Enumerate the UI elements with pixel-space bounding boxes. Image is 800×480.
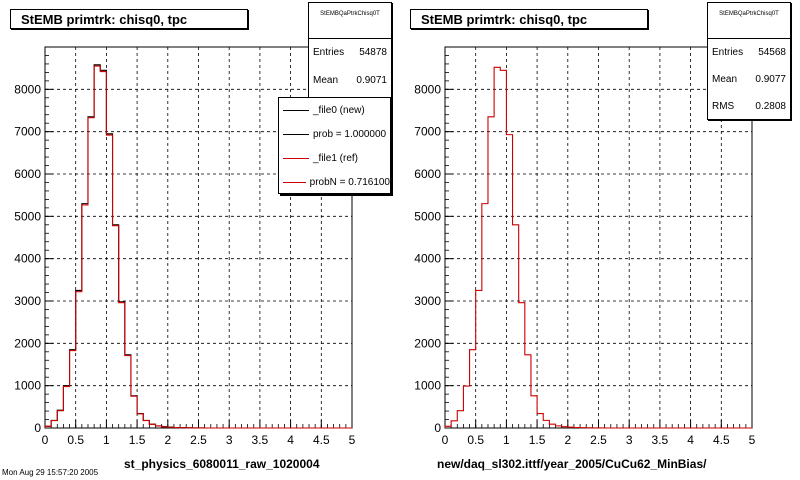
left-x-tick-label: 0: [42, 433, 49, 447]
left-x-tick-label: 1.5: [129, 433, 146, 447]
left-stats-entries-value: 54878: [359, 47, 387, 58]
legend-entry-probn: probN = 0.716100: [279, 170, 390, 193]
right-x-tick-label: 3.5: [652, 433, 669, 447]
right-y-tick-label: 7000: [414, 125, 441, 139]
right-x-tick-label: 5: [749, 433, 756, 447]
left-pad-title: StEMB primtrk: chisq0, tpc: [10, 9, 248, 29]
left-y-tick-label: 0: [34, 421, 41, 435]
left-y-tick-label: 2000: [14, 336, 41, 350]
left-x-tick-label: 4: [287, 433, 294, 447]
left-stats-mean: Mean 0.9071: [309, 67, 391, 95]
right-stats-box: StEMBQaPtrkChisq0T Entries 54568 Mean 0.…: [707, 2, 791, 120]
left-x-axis-title: st_physics_6080011_raw_1020004: [124, 457, 320, 471]
left-y-tick-label: 1000: [14, 379, 41, 393]
left-y-tick-label: 7000: [14, 125, 41, 139]
legend-swatch-prob: [283, 133, 309, 135]
legend-label-file0: _file0 (new): [313, 104, 365, 116]
right-pad-title: StEMB primtrk: chisq0, tpc: [410, 9, 648, 29]
right-stats-entries: Entries 54568: [708, 39, 790, 66]
right-y-tick-label: 1000: [414, 379, 441, 393]
left-stats-entries-label: Entries: [313, 47, 345, 58]
legend-swatch-file0: [283, 109, 309, 111]
left-x-tick-label: 4.5: [313, 433, 330, 447]
left-x-tick-label: 5: [349, 433, 356, 447]
left-legend: _file0 (new) prob = 1.000000 _file1 (ref…: [278, 97, 391, 194]
left-y-tick-label: 4000: [14, 252, 41, 266]
left-stats-mean-label: Mean: [313, 75, 339, 86]
right-plot-frame: [444, 46, 753, 429]
right-x-tick-label: 2: [564, 433, 571, 447]
right-y-tick-label: 0: [434, 421, 441, 435]
right-y-tick-label: 8000: [414, 82, 441, 96]
right-x-tick-label: 2.5: [590, 433, 607, 447]
left-stats-header: StEMBQaPtrkChisq0T: [309, 3, 391, 39]
right-y-tick-label: 6000: [414, 167, 441, 181]
left-x-tick-label: 0.5: [67, 433, 84, 447]
legend-label-file1: _file1 (ref): [313, 152, 359, 164]
right-y-tick-label: 3000: [414, 294, 441, 308]
legend-label-prob: prob = 1.000000: [313, 128, 387, 140]
left-y-tick-label: 6000: [14, 167, 41, 181]
right-stats-rms-value: 0.2808: [755, 101, 786, 112]
right-y-tick-label: 2000: [414, 336, 441, 350]
left-x-tick-label: 2.5: [190, 433, 207, 447]
left-histogram-series-1: [44, 65, 352, 429]
right-x-tick-label: 4.5: [713, 433, 730, 447]
right-x-tick-label: 0: [442, 433, 449, 447]
legend-label-probn: probN = 0.716100: [309, 176, 390, 188]
legend-swatch-probn: [283, 181, 306, 183]
left-y-tick-label: 8000: [14, 82, 41, 96]
left-y-tick-label: 3000: [14, 294, 41, 308]
left-y-tick-label: 5000: [14, 209, 41, 223]
legend-entry-prob: prob = 1.000000: [279, 122, 390, 146]
right-stats-mean-label: Mean: [712, 74, 738, 85]
left-stats-mean-value: 0.9071: [356, 75, 387, 86]
left-stats-box: StEMBQaPtrkChisq0T Entries 54878 Mean 0.…: [308, 2, 392, 104]
right-stats-header: StEMBQaPtrkChisq0T: [708, 3, 790, 39]
right-x-axis-title: new/daq_sl302.ittf/year_2005/CuCu62_MinB…: [437, 457, 707, 471]
right-stats-entries-value: 54568: [758, 47, 786, 58]
legend-entry-file0: _file0 (new): [279, 98, 390, 122]
left-x-tick-label: 3.5: [252, 433, 269, 447]
legend-entry-file1: _file1 (ref): [279, 146, 390, 170]
right-histogram-series-0: [444, 66, 752, 429]
right-y-tick-label: 4000: [414, 252, 441, 266]
right-x-tick-label: 1.5: [529, 433, 546, 447]
left-x-tick-label: 1: [103, 433, 110, 447]
right-stats-rms-label: RMS: [712, 101, 735, 112]
right-x-tick-label: 0.5: [467, 433, 484, 447]
right-x-tick-label: 4: [687, 433, 694, 447]
right-stats-mean: Mean 0.9077: [708, 66, 790, 93]
footer-timestamp: Mon Aug 29 15:57:20 2005: [2, 468, 99, 477]
right-stats-rms: RMS 0.2808: [708, 93, 790, 120]
left-x-tick-label: 2: [164, 433, 171, 447]
right-stats-entries-label: Entries: [712, 47, 744, 58]
right-x-tick-label: 3: [626, 433, 633, 447]
legend-swatch-file1: [283, 157, 309, 159]
left-x-tick-label: 3: [226, 433, 233, 447]
right-x-tick-label: 1: [503, 433, 510, 447]
left-stats-entries: Entries 54878: [309, 39, 391, 67]
right-stats-mean-value: 0.9077: [755, 74, 786, 85]
right-y-tick-label: 5000: [414, 209, 441, 223]
